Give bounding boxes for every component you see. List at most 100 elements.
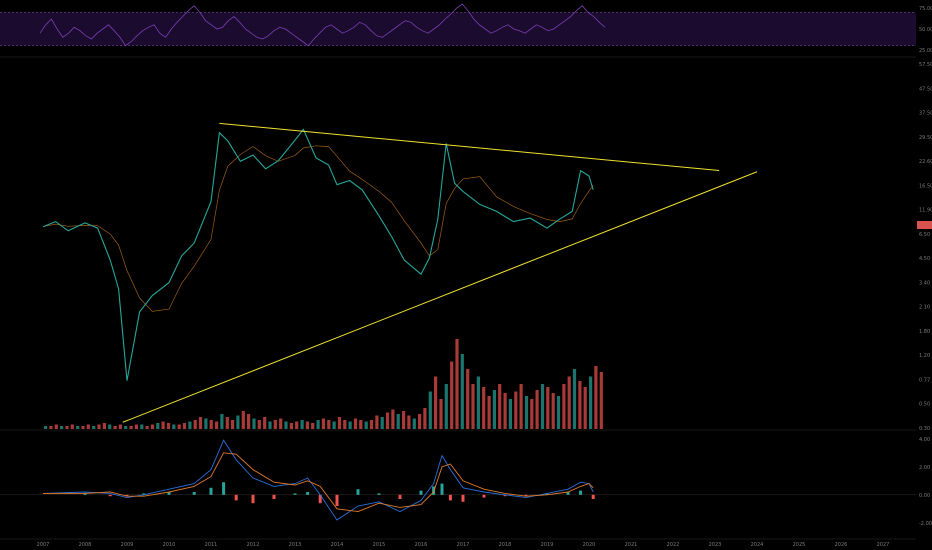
volume-bar: [498, 384, 502, 429]
volume-bar: [466, 369, 470, 429]
volume-bar: [215, 421, 219, 429]
volume-bar: [289, 423, 293, 429]
volume-bar: [508, 399, 512, 429]
volume-bar: [145, 426, 149, 429]
y-axis: 75.00 50.00 25.00 57.50 47.50 37.50 29.50 22.60…: [919, 6, 932, 527]
price-tick-label: 37.50: [919, 111, 932, 117]
year-tick-label: 2021: [625, 542, 638, 548]
macd-panel: [0, 439, 916, 521]
rsi-tick-label: 75.00: [919, 6, 932, 12]
volume-bar: [556, 396, 561, 429]
price-tick-label: 57.50: [919, 62, 932, 68]
year-tick-label: 2026: [835, 542, 848, 548]
last-price-tag: [917, 221, 932, 229]
volume-bar: [578, 381, 582, 429]
volume-bar: [439, 399, 443, 429]
volume-bar: [348, 421, 352, 429]
year-tick-label: 2025: [793, 542, 806, 548]
price-tick-label: 4.50: [919, 256, 930, 262]
price-tick-label: 11.90: [919, 208, 932, 214]
volume-bar: [97, 424, 101, 429]
volume-bar: [268, 421, 272, 429]
volume-bar: [124, 426, 128, 429]
volume-bar: [204, 418, 208, 429]
volume-bar: [44, 426, 48, 429]
macd-histogram-bar: [440, 483, 444, 495]
volume-bar: [385, 412, 390, 429]
volume-bar: [247, 414, 251, 429]
volume-bar: [353, 418, 358, 429]
year-tick-label: 2023: [709, 542, 722, 548]
price-tick-label: 47.50: [919, 86, 932, 92]
volume-bar: [455, 339, 459, 429]
volume-bar: [530, 399, 534, 429]
year-tick-label: 2007: [37, 542, 50, 548]
price-tick-label: 22.60: [919, 159, 932, 165]
volume-bar: [231, 420, 235, 429]
volume-bar: [482, 387, 486, 429]
x-axis: 2007 2008 2009 2010 2011 2012 2013 2014 2015 2016…: [37, 542, 890, 548]
macd-tick-label: -2.00: [919, 521, 932, 527]
volume-bar: [343, 420, 347, 429]
year-tick-label: 2017: [457, 542, 470, 548]
volume-bar: [450, 361, 454, 429]
year-tick-label: 2020: [583, 542, 596, 548]
year-tick-label: 2008: [79, 542, 92, 548]
year-tick-label: 2019: [541, 542, 554, 548]
volume-bar: [188, 421, 192, 429]
moving-average-line: [42, 145, 594, 312]
macd-histogram-bar: [356, 489, 360, 495]
price-tick-label: 0.77: [919, 377, 930, 383]
price-tick-label: 29.50: [919, 135, 932, 141]
volume-bar: [337, 417, 342, 429]
volume-bar: [113, 426, 117, 429]
volume-bar: [428, 391, 432, 429]
volume-bar: [599, 372, 603, 429]
volume-bar: [65, 426, 69, 429]
macd-histogram-bar: [209, 487, 213, 495]
year-tick-label: 2018: [499, 542, 512, 548]
volume-bar: [220, 414, 224, 429]
year-tick-label: 2022: [667, 542, 680, 548]
year-tick-label: 2010: [163, 542, 176, 548]
volume-bar: [284, 421, 288, 429]
year-tick-label: 2011: [205, 542, 218, 548]
macd-histogram-bar: [503, 494, 507, 497]
macd-line: [42, 439, 594, 521]
volume-bar: [311, 423, 315, 429]
rsi-band: [0, 12, 916, 46]
volume-bar: [279, 418, 283, 429]
volume-bar: [524, 396, 529, 429]
trendline-upper: [219, 122, 720, 172]
volume-bar: [166, 423, 171, 429]
volume-bar: [305, 421, 309, 429]
year-tick-label: 2013: [289, 542, 302, 548]
volume-bar: [402, 411, 406, 429]
volume-bar: [572, 369, 577, 429]
volume-bar: [257, 420, 261, 429]
macd-histogram-bar: [222, 482, 226, 495]
volume-bar: [129, 426, 133, 429]
volume-bar: [252, 418, 256, 429]
volume-bar: [321, 418, 325, 429]
macd-tick-label: 4.00: [919, 437, 930, 443]
volume-bar: [273, 420, 277, 429]
volume-bar: [444, 384, 448, 429]
macd-histogram-bar: [293, 493, 297, 495]
year-tick-label: 2016: [415, 542, 428, 548]
volume-bar: [76, 426, 80, 429]
volume-bar: [471, 384, 475, 429]
volume-bar: [375, 415, 379, 429]
year-tick-label: 2014: [331, 542, 344, 548]
price-tick-label: 16.50: [919, 183, 932, 189]
rsi-line: [39, 3, 606, 47]
price-tick-label: 1.80: [919, 329, 930, 335]
volume-bar: [407, 415, 411, 429]
volume-bar: [535, 390, 539, 429]
volume-bar: [540, 384, 545, 429]
volume-bar: [583, 387, 587, 429]
volume-bar: [567, 376, 571, 429]
macd-histogram-bar: [125, 494, 129, 497]
macd-histogram-bar: [579, 490, 583, 495]
